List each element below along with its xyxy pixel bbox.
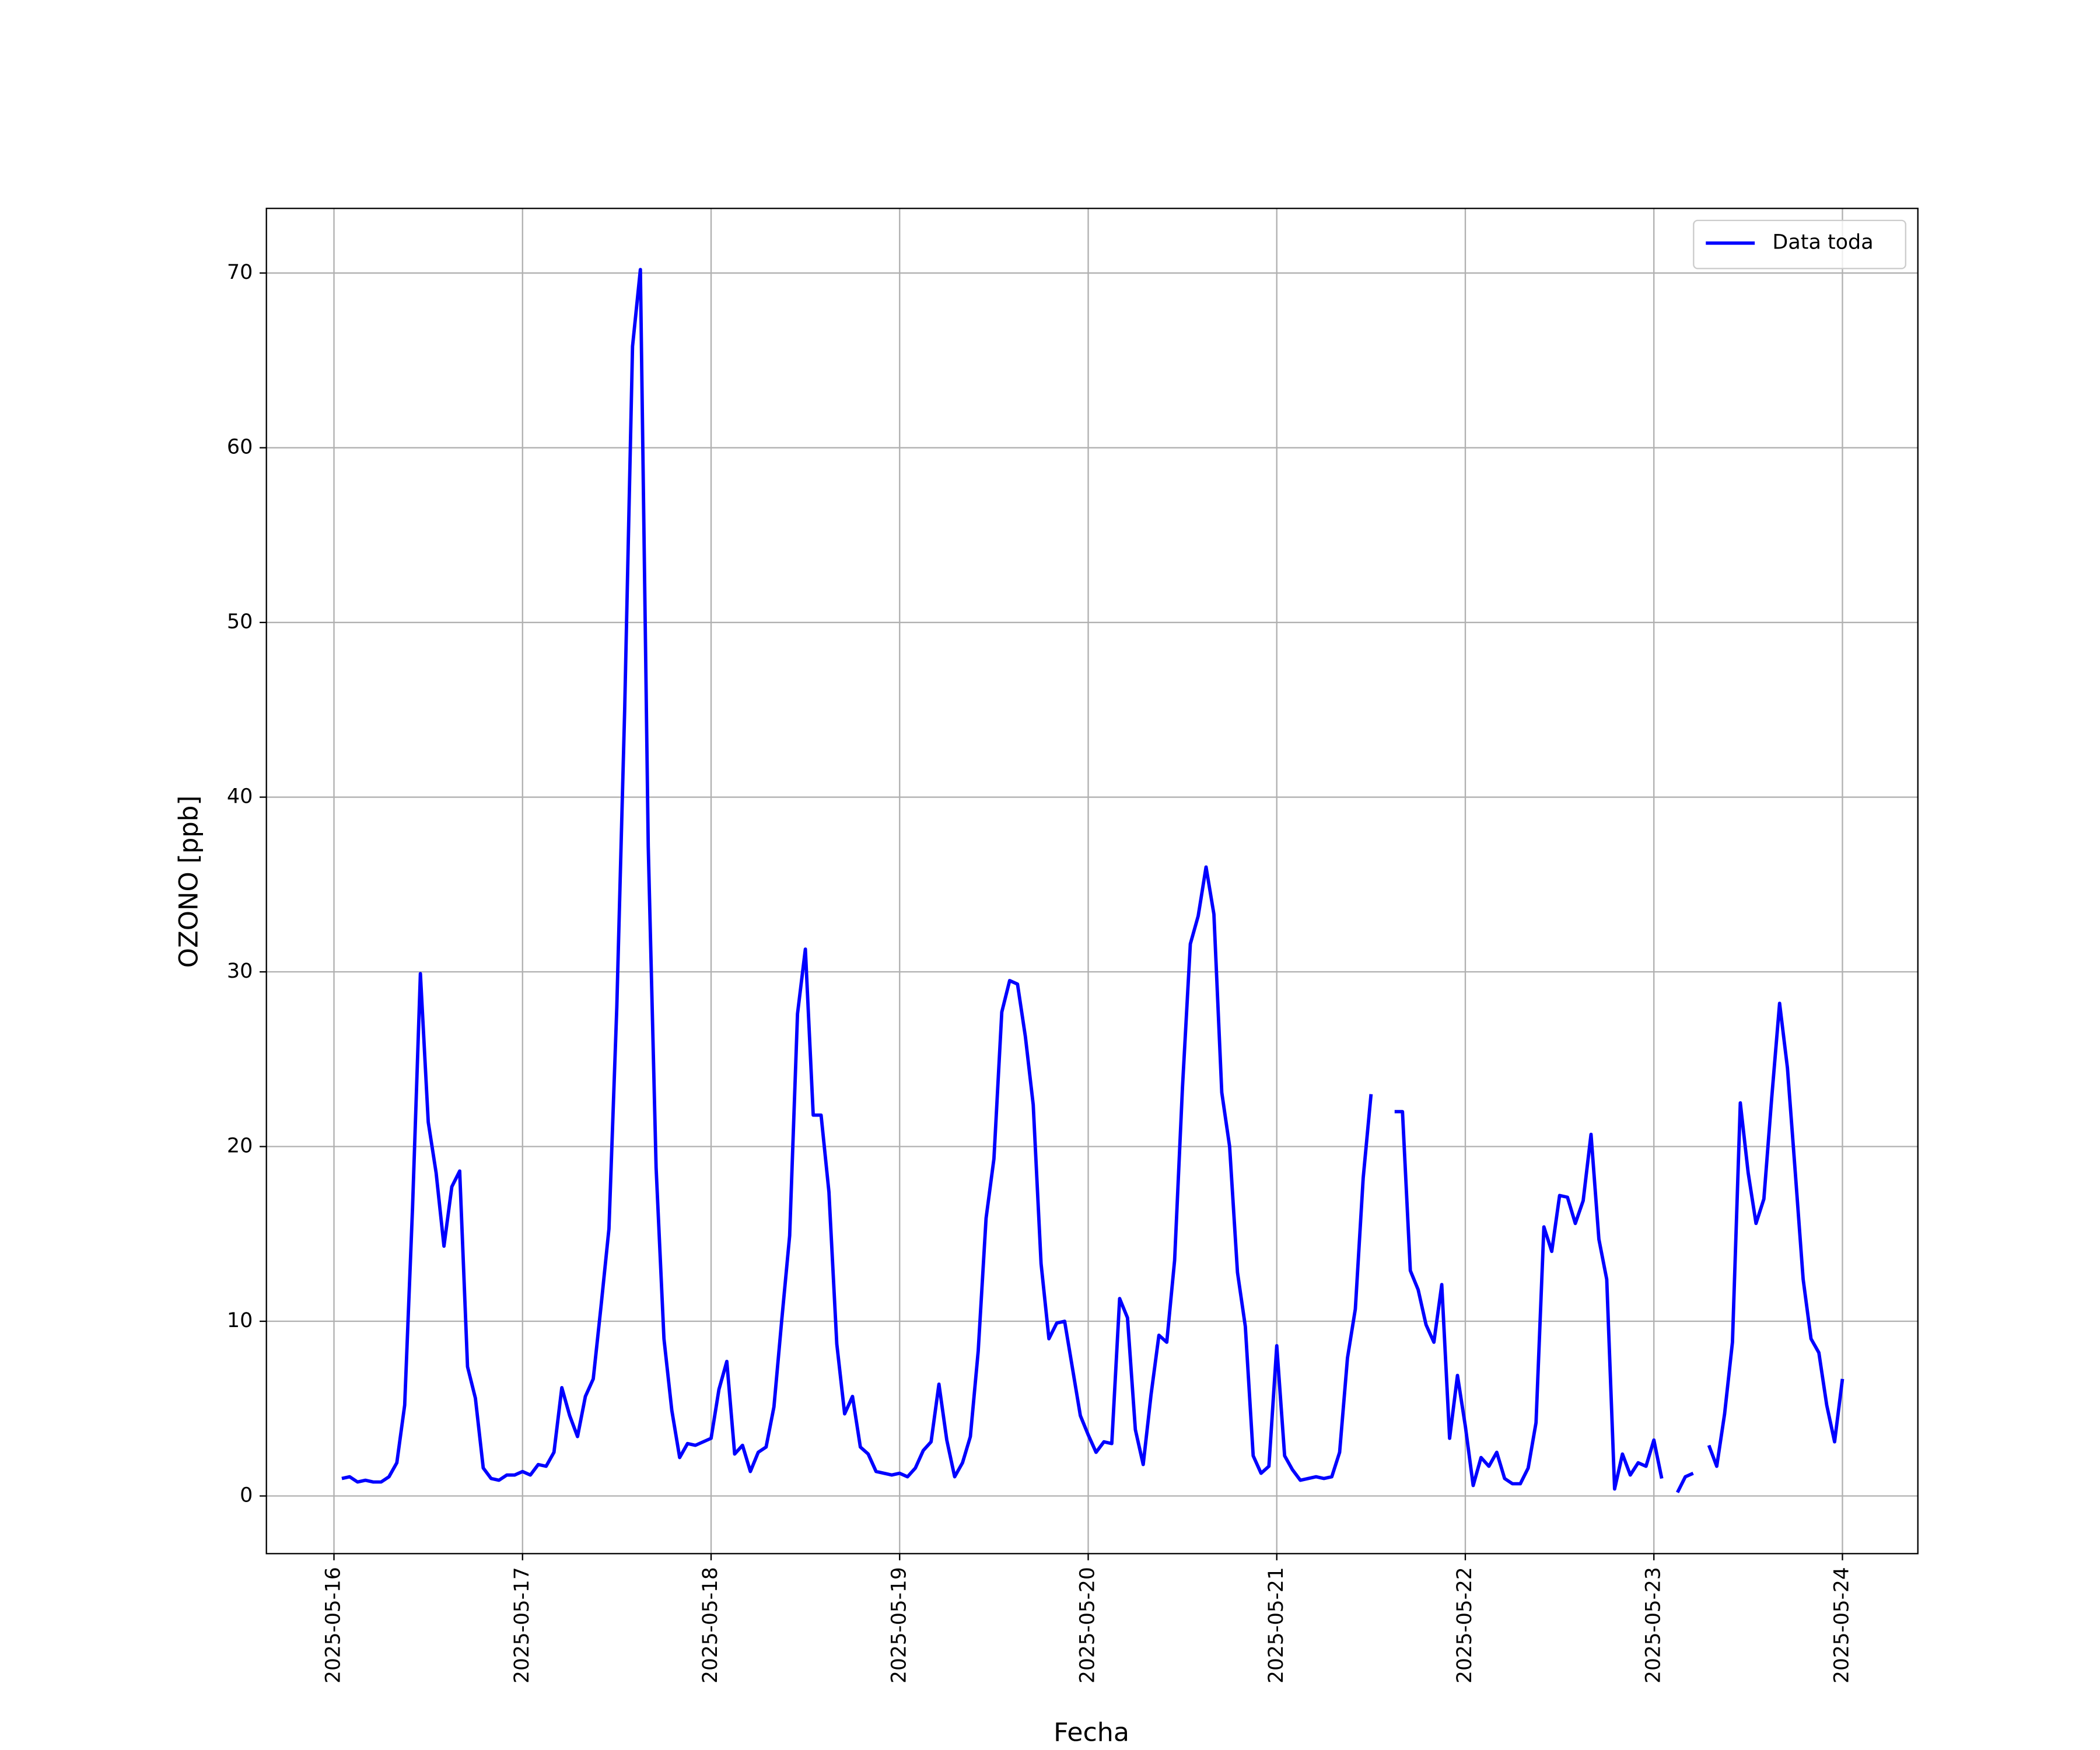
- x-tick-label: 2025-05-23: [1642, 1567, 1665, 1684]
- y-tick-label: 50: [227, 610, 253, 634]
- y-tick-label: 0: [240, 1484, 253, 1507]
- x-tick-label: 2025-05-17: [510, 1567, 534, 1684]
- x-tick-label: 2025-05-24: [1830, 1567, 1853, 1684]
- y-axis-label: OZONO [ppb]: [174, 796, 204, 968]
- x-tick-label: 2025-05-19: [887, 1567, 911, 1684]
- x-tick-label: 2025-05-22: [1453, 1567, 1476, 1684]
- y-tick-label: 70: [227, 261, 253, 284]
- y-tick-label: 30: [227, 960, 253, 983]
- y-tick-label: 60: [227, 436, 253, 459]
- legend-label: Data toda: [1772, 231, 1873, 254]
- y-tick-label: 40: [227, 785, 253, 808]
- y-tick-label: 20: [227, 1135, 253, 1158]
- x-tick-label: 2025-05-20: [1076, 1567, 1099, 1684]
- x-tick-label: 2025-05-16: [321, 1567, 345, 1684]
- x-tick-label: 2025-05-21: [1265, 1567, 1288, 1684]
- x-tick-label: 2025-05-18: [699, 1567, 722, 1684]
- x-axis-label: Fecha: [1054, 1718, 1129, 1748]
- legend-box: [1693, 219, 1906, 270]
- y-tick-label: 10: [227, 1309, 253, 1332]
- plot-frame: [265, 208, 1919, 1555]
- data-line: [341, 268, 1845, 1493]
